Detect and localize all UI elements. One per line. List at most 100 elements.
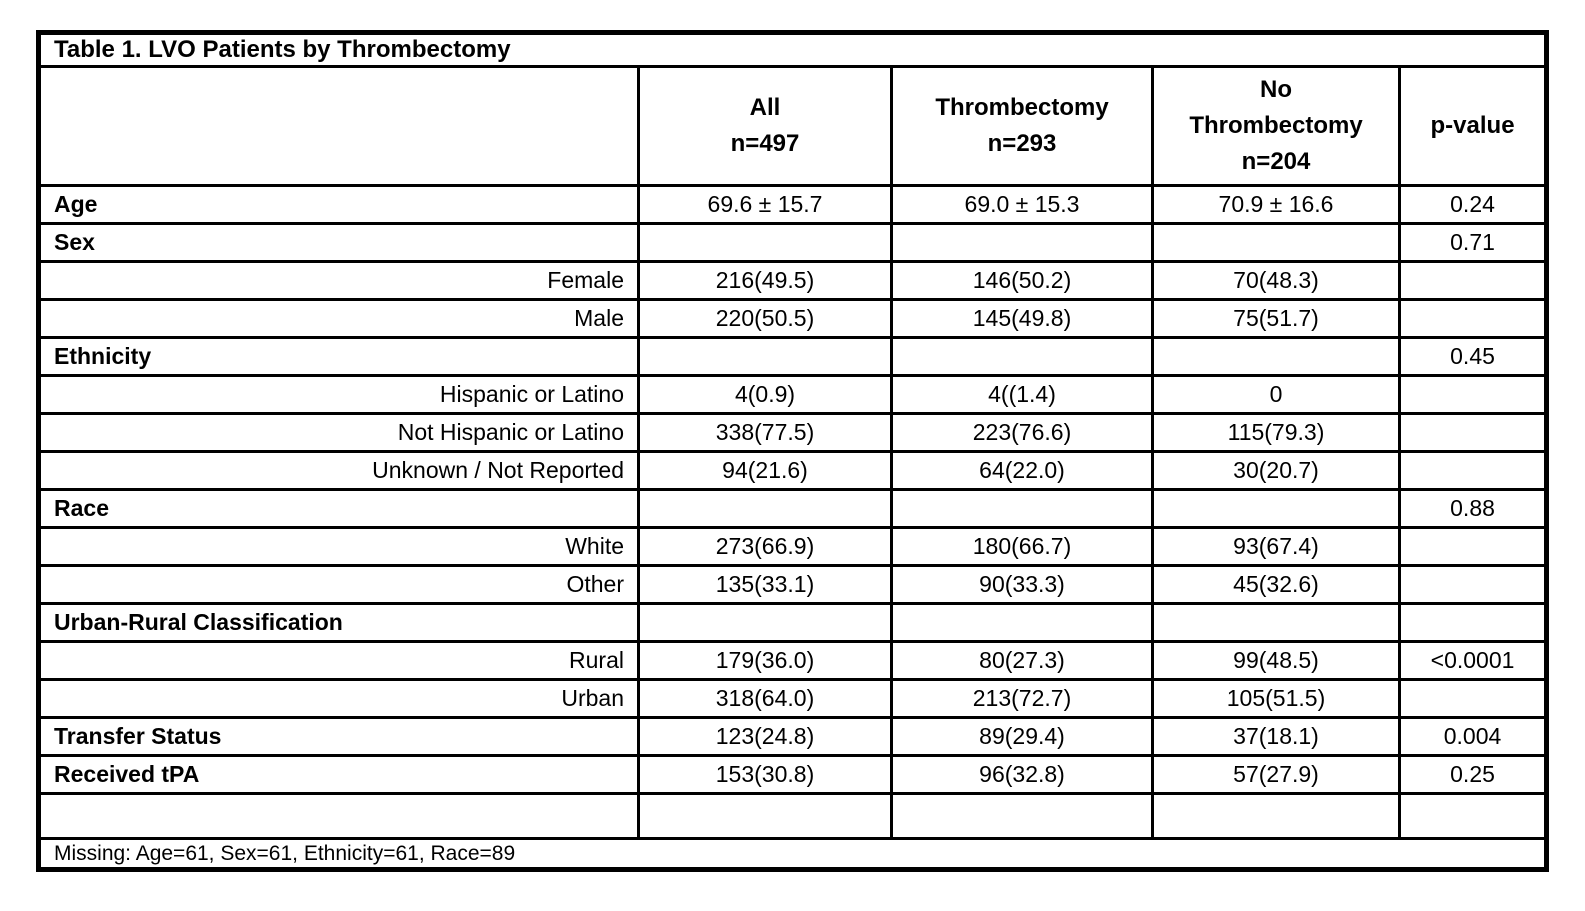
table-row: Sex 0.71 — [37, 222, 1549, 263]
cell-thrombectomy: 4((1.4) — [890, 374, 1154, 415]
row-label: Transfer Status — [37, 716, 640, 757]
cell-all: 4(0.9) — [637, 374, 893, 415]
cell-all: 220(50.5) — [637, 298, 893, 339]
table-row: Male 220(50.5) 145(49.8) 75(51.7) — [37, 298, 1549, 339]
table-row — [37, 792, 1549, 840]
table-row: Female 216(49.5) 146(50.2) 70(48.3) — [37, 260, 1549, 301]
table-row: Hispanic or Latino 4(0.9) 4((1.4) 0 — [37, 374, 1549, 415]
cell-no-thrombectomy: 99(48.5) — [1151, 640, 1401, 681]
row-label: Race — [37, 488, 640, 529]
cell-p-value — [1397, 602, 1549, 643]
cell-no-thrombectomy: 45(32.6) — [1151, 564, 1401, 605]
cell-p-value — [1397, 792, 1549, 840]
cell-all: 94(21.6) — [637, 450, 893, 491]
cell-no-thrombectomy — [1151, 792, 1401, 840]
cell-all — [637, 488, 893, 529]
cell-no-thrombectomy — [1151, 222, 1401, 263]
table-row: Age 69.6 ± 15.7 69.0 ± 15.3 70.9 ± 16.6 0.24 — [37, 184, 1549, 225]
cell-all: 69.6 ± 15.7 — [637, 184, 893, 225]
row-label: Not Hispanic or Latino — [37, 412, 640, 453]
cell-no-thrombectomy — [1151, 602, 1401, 643]
cell-no-thrombectomy: 75(51.7) — [1151, 298, 1401, 339]
row-label: White — [37, 526, 640, 567]
cell-no-thrombectomy — [1151, 336, 1401, 377]
lvo-patients-table: Table 1. LVO Patients by Thrombectomy Al… — [36, 30, 1550, 872]
cell-p-value — [1397, 526, 1549, 567]
cell-thrombectomy: 146(50.2) — [890, 260, 1154, 301]
cell-all: 153(30.8) — [637, 754, 893, 795]
cell-all: 216(49.5) — [637, 260, 893, 301]
cell-no-thrombectomy: 93(67.4) — [1151, 526, 1401, 567]
cell-no-thrombectomy: 70(48.3) — [1151, 260, 1401, 301]
cell-all: 135(33.1) — [637, 564, 893, 605]
cell-thrombectomy — [890, 336, 1154, 377]
column-header-thrombectomy: Thrombectomy n=293 — [890, 65, 1154, 187]
table-row: Urban 318(64.0) 213(72.7) 105(51.5) — [37, 678, 1549, 719]
cell-no-thrombectomy — [1151, 488, 1401, 529]
cell-p-value — [1397, 678, 1549, 719]
cell-all: 179(36.0) — [637, 640, 893, 681]
cell-p-value — [1397, 374, 1549, 415]
cell-p-value: 0.71 — [1397, 222, 1549, 263]
table-row: Transfer Status 123(24.8) 89(29.4) 37(18.1)… — [37, 716, 1549, 757]
table-row: Urban-Rural Classification — [37, 602, 1549, 643]
row-label: Other — [37, 564, 640, 605]
column-header-p-value: p-value — [1397, 65, 1549, 187]
table-row: Other 135(33.1) 90(33.3) 45(32.6) — [37, 564, 1549, 605]
table-footnote: Missing: Age=61, Sex=61, Ethnicity=61, R… — [36, 837, 1549, 871]
table-row: Rural 179(36.0) 80(27.3) 99(48.5) <0.0001 — [37, 640, 1549, 681]
table-row: Unknown / Not Reported 94(21.6) 64(22.0) 30… — [37, 450, 1549, 491]
cell-all: 338(77.5) — [637, 412, 893, 453]
table-title: Table 1. LVO Patients by Thrombectomy — [36, 31, 1549, 68]
cell-thrombectomy: 223(76.6) — [890, 412, 1154, 453]
cell-no-thrombectomy: 0 — [1151, 374, 1401, 415]
table-header-row: All n=497 Thrombectomy n=293 No Thrombec… — [37, 65, 1549, 187]
table-footnote-row: Missing: Age=61, Sex=61, Ethnicity=61, R… — [36, 837, 1549, 871]
row-label: Female — [37, 260, 640, 301]
cell-thrombectomy: 89(29.4) — [890, 716, 1154, 757]
cell-thrombectomy: 90(33.3) — [890, 564, 1154, 605]
table-row: White 273(66.9) 180(66.7) 93(67.4) — [37, 526, 1549, 567]
table-row: Ethnicity 0.45 — [37, 336, 1549, 377]
cell-p-value: 0.004 — [1397, 716, 1549, 757]
row-label — [37, 792, 640, 840]
cell-p-value: 0.25 — [1397, 754, 1549, 795]
cell-thrombectomy: 80(27.3) — [890, 640, 1154, 681]
cell-thrombectomy: 69.0 ± 15.3 — [890, 184, 1154, 225]
cell-p-value — [1397, 564, 1549, 605]
row-label: Hispanic or Latino — [37, 374, 640, 415]
cell-no-thrombectomy: 57(27.9) — [1151, 754, 1401, 795]
cell-thrombectomy: 96(32.8) — [890, 754, 1154, 795]
cell-no-thrombectomy: 70.9 ± 16.6 — [1151, 184, 1401, 225]
cell-thrombectomy: 64(22.0) — [890, 450, 1154, 491]
table-row: Race 0.88 — [37, 488, 1549, 529]
cell-thrombectomy — [890, 222, 1154, 263]
column-header-all: All n=497 — [637, 65, 893, 187]
cell-no-thrombectomy: 105(51.5) — [1151, 678, 1401, 719]
cell-thrombectomy — [890, 488, 1154, 529]
cell-thrombectomy: 180(66.7) — [890, 526, 1154, 567]
cell-all — [637, 602, 893, 643]
row-label: Age — [37, 184, 640, 225]
cell-all: 123(24.8) — [637, 716, 893, 757]
cell-p-value: 0.88 — [1397, 488, 1549, 529]
cell-thrombectomy — [890, 602, 1154, 643]
cell-all: 273(66.9) — [637, 526, 893, 567]
cell-p-value — [1397, 298, 1549, 339]
cell-all — [637, 222, 893, 263]
row-label: Sex — [37, 222, 640, 263]
row-label: Urban-Rural Classification — [37, 602, 640, 643]
cell-thrombectomy: 213(72.7) — [890, 678, 1154, 719]
column-header-no-thrombectomy: No Thrombectomy n=204 — [1151, 65, 1401, 187]
cell-all — [637, 792, 893, 840]
row-label: Ethnicity — [37, 336, 640, 377]
table-row: Received tPA 153(30.8) 96(32.8) 57(27.9) 0.2… — [37, 754, 1549, 795]
cell-p-value: 0.45 — [1397, 336, 1549, 377]
cell-no-thrombectomy: 30(20.7) — [1151, 450, 1401, 491]
row-label: Male — [37, 298, 640, 339]
cell-no-thrombectomy: 115(79.3) — [1151, 412, 1401, 453]
table-row: Not Hispanic or Latino 338(77.5) 223(76.6)… — [37, 412, 1549, 453]
row-label: Rural — [37, 640, 640, 681]
row-label: Urban — [37, 678, 640, 719]
cell-thrombectomy — [890, 792, 1154, 840]
